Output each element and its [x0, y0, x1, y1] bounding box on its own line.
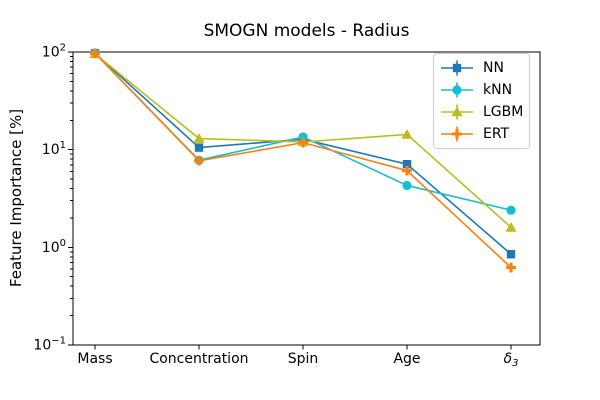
legend-marker-nn — [452, 63, 462, 73]
legend-handle-ert — [441, 126, 473, 142]
series-marker-knn — [402, 180, 412, 191]
x-tick-label: δ3 — [504, 351, 519, 369]
series-marker-ert — [298, 137, 308, 148]
legend-item-nn: NN — [440, 57, 525, 79]
series-marker-ert — [402, 165, 412, 176]
legend-item-ert: ERT — [440, 123, 525, 145]
y-tick-label: 101 — [42, 140, 66, 158]
legend-item-lgbm: LGBM — [440, 101, 525, 123]
legend-item-knn: kNN — [440, 79, 525, 101]
x-tick-label: Concentration — [149, 351, 248, 367]
series-marker-lgbm — [401, 129, 413, 139]
legend-marker-ert — [452, 129, 462, 139]
legend-marker-knn — [452, 85, 462, 95]
series-marker-ert — [506, 262, 516, 273]
y-tick-label: 102 — [42, 43, 66, 61]
legend-label: ERT — [483, 126, 510, 142]
series-marker-nn — [402, 159, 412, 169]
x-tick-label: Spin — [288, 351, 319, 367]
chart-title: SMOGN models - Radius — [203, 21, 410, 41]
series-marker-ert — [90, 48, 100, 59]
legend-marker-lgbm — [451, 106, 463, 117]
legend-label: LGBM — [483, 104, 524, 120]
x-tick-label: Age — [393, 351, 420, 367]
series-marker-nn — [194, 143, 204, 152]
x-axis-ticks — [94, 345, 512, 350]
axes-frame — [72, 51, 541, 346]
legend-label: kNN — [483, 82, 513, 98]
legend-handle-knn — [441, 82, 473, 98]
series-marker-ert — [194, 155, 204, 166]
series-marker-lgbm — [505, 221, 517, 232]
y-axis-ticks — [68, 51, 73, 346]
x-tick-label: Mass — [77, 351, 112, 367]
series-marker-nn — [506, 250, 516, 259]
y-tick-label: 100 — [42, 238, 66, 256]
y-tick-label: 10−1 — [33, 336, 66, 354]
series-marker-lgbm — [193, 133, 205, 143]
series-marker-knn — [506, 205, 516, 215]
legend-handle-nn — [441, 60, 473, 76]
legend-label: NN — [483, 60, 504, 76]
legend: NN kNN LGBM ERT — [433, 53, 530, 149]
legend-handle-lgbm — [441, 104, 473, 120]
y-axis-label: Feature Importance [%] — [7, 108, 25, 288]
